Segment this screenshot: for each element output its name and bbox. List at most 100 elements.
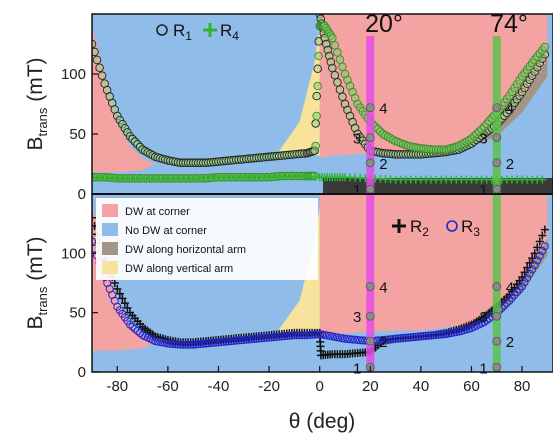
marker-point-label: 2: [379, 334, 387, 351]
data-point: [113, 284, 122, 293]
data-point: [411, 332, 420, 341]
data-point: [199, 339, 208, 348]
data-point: [391, 334, 400, 343]
region-legend-label: DW along horizontal arm: [125, 244, 246, 256]
marker-point-label: 2: [379, 156, 387, 173]
angle-label-74: 74°: [490, 10, 528, 38]
data-point: [260, 334, 269, 343]
marker-point: [365, 336, 375, 346]
data-point: [396, 334, 405, 343]
bottom-y-axis-title: Btrans (mT): [24, 236, 50, 329]
data-point: [92, 39, 97, 49]
data-point: [234, 336, 243, 345]
region-legend-label: No DW at corner: [125, 225, 207, 237]
data-point: [270, 333, 279, 342]
data-point: [257, 334, 266, 343]
data-point: [191, 340, 200, 349]
data-point: [224, 337, 233, 346]
data-point: [439, 330, 448, 339]
data-point: [118, 294, 127, 303]
top-legend: R1 R4: [156, 21, 239, 43]
legend-r3-label: R3: [461, 217, 480, 239]
data-point: [414, 332, 423, 341]
data-point: [330, 40, 340, 50]
data-point: [434, 330, 443, 339]
data-point: [252, 334, 261, 343]
bottom-legend: R2 R3: [392, 217, 480, 239]
top-y-axis-title: Btrans (mT): [24, 57, 50, 150]
data-point: [308, 330, 317, 339]
data-point: [184, 340, 193, 349]
data-point: [386, 335, 395, 344]
data-point: [128, 322, 137, 331]
data-point: [290, 331, 299, 340]
data-point: [520, 278, 529, 287]
data-point: [115, 289, 124, 298]
data-point: [275, 332, 284, 341]
marker-point: [492, 158, 502, 168]
data-point: [239, 335, 248, 344]
data-point: [123, 303, 132, 312]
data-point: [311, 141, 320, 151]
y-tick-label: 50: [69, 126, 86, 143]
data-point: [125, 320, 134, 329]
x-tick-label: -20: [258, 378, 280, 395]
data-point: [206, 339, 215, 348]
data-point: [429, 331, 438, 340]
data-point: [356, 336, 365, 345]
data-point: [351, 335, 360, 344]
data-point: [242, 335, 251, 344]
data-point: [346, 335, 355, 344]
data-point: [249, 335, 258, 344]
data-point: [168, 339, 177, 348]
data-point: [222, 337, 231, 346]
legend-r2-label: R2: [410, 217, 429, 239]
data-point: [181, 340, 190, 349]
data-point: [303, 331, 312, 340]
x-tick-label: -80: [106, 378, 128, 395]
data-point: [378, 335, 387, 344]
marker-point-label: 3: [353, 309, 361, 326]
data-point: [340, 334, 349, 343]
data-point: [292, 331, 301, 340]
top-panel: 1 2 3 4 1 2 3 4 0 50 100 Btrans (mT) R1 R4 20° 74…: [24, 10, 553, 203]
data-point: [229, 336, 238, 345]
data-point: [131, 324, 140, 333]
marker-point-label: 4: [379, 280, 387, 297]
marker-point-label: 2: [506, 156, 514, 173]
data-point: [201, 339, 210, 348]
data-point: [312, 111, 321, 121]
marker-point-label: 4: [506, 101, 514, 118]
data-point: [437, 330, 446, 339]
region-dw-corner-bottom-right: [319, 194, 548, 337]
x-tick-label: -40: [208, 378, 230, 395]
data-point: [179, 340, 188, 349]
data-point: [174, 340, 183, 349]
data-point: [502, 299, 511, 308]
data-point: [92, 55, 102, 65]
region-legend-swatch: [102, 261, 118, 274]
marker-point-label: 3: [353, 131, 361, 148]
x-tick-label: 40: [413, 378, 430, 395]
data-point: [381, 335, 390, 344]
data-point: [282, 331, 291, 340]
marker-point: [492, 103, 502, 112]
data-point: [538, 231, 547, 240]
data-point: [399, 334, 408, 343]
legend-r4-marker: [203, 23, 217, 37]
x-tick-label: 60: [463, 378, 480, 395]
data-point: [424, 331, 433, 340]
data-point: [120, 299, 129, 308]
data-point: [262, 333, 271, 342]
marker-line-70: [492, 36, 501, 194]
data-point: [272, 332, 281, 341]
marker-point-label: 1: [353, 360, 361, 377]
x-tick-label: 20: [362, 378, 379, 395]
region-legend-swatch: [102, 242, 118, 255]
y-tick-label: 100: [61, 245, 86, 262]
data-point: [419, 332, 428, 341]
marker-point: [365, 133, 375, 143]
legend-r4-label: R4: [220, 21, 239, 43]
data-point: [540, 225, 549, 234]
